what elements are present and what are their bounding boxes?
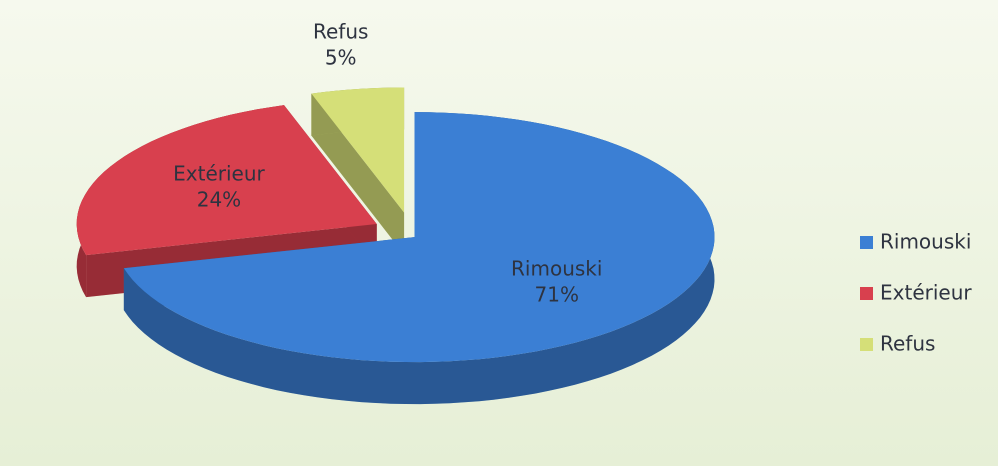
slice-side-shade — [311, 93, 405, 255]
slice — [123, 112, 715, 363]
legend-label: Rimouski — [880, 230, 971, 254]
slice-side — [311, 93, 405, 255]
legend-swatch — [860, 287, 873, 300]
legend-swatch — [860, 338, 873, 351]
legend-label: Extérieur — [880, 281, 972, 305]
slice-value-label: 71% — [535, 283, 579, 307]
legend-swatch — [860, 236, 873, 249]
legend-label: Refus — [880, 332, 935, 356]
slice-label: Refus — [313, 19, 368, 43]
slice-label: Rimouski — [511, 257, 602, 281]
slice-value-label: 24% — [197, 187, 241, 211]
slice — [76, 105, 377, 256]
slice — [311, 87, 405, 213]
slice-label: Extérieur — [173, 161, 265, 185]
slice-value-label: 5% — [325, 45, 357, 69]
